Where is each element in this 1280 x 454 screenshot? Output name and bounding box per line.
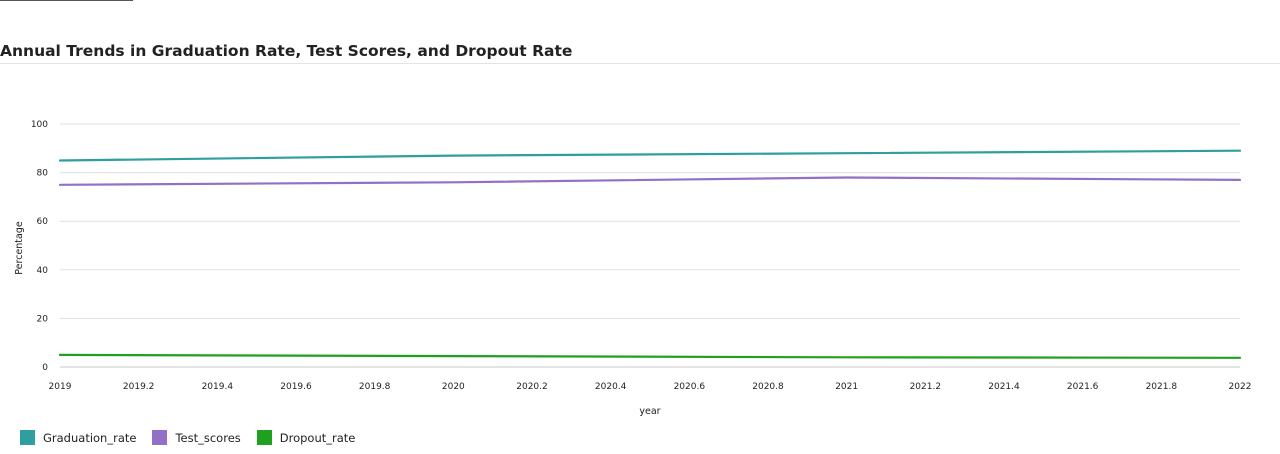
series-line-graduation-rate — [58, 149, 1242, 162]
x-axis-title: year — [639, 406, 660, 417]
series-line-dropout-rate — [58, 353, 1242, 359]
x-axis-ticks: 2019 2019.2 2019.4 2019.6 2019.8 2020 2020.2 20… — [49, 382, 1252, 392]
legend-swatch — [20, 430, 35, 445]
y-axis-title: Percentage — [14, 221, 25, 275]
x-tick-label: 2020.8 — [752, 382, 784, 392]
y-tick-label: 0 — [42, 363, 48, 373]
x-tick-label: 2019.6 — [280, 382, 312, 392]
legend-item-graduation-rate[interactable]: Graduation_rate — [20, 430, 136, 445]
chart-legend: Graduation_rate Test_scores Dropout_rate — [20, 430, 355, 445]
chart-title: Annual Trends in Graduation Rate, Test S… — [0, 42, 573, 60]
y-tick-label: 20 — [37, 314, 49, 324]
series-line-test-scores — [58, 176, 1242, 186]
legend-swatch — [152, 430, 168, 445]
legend-label: Graduation_rate — [43, 430, 137, 445]
x-tick-label: 2021 — [835, 382, 858, 392]
x-tick-label: 2020.2 — [516, 382, 548, 392]
x-tick-label: 2019.2 — [123, 382, 155, 392]
x-tick-label: 2020 — [442, 382, 465, 392]
x-tick-label: 2021.4 — [988, 382, 1020, 392]
x-tick-label: 2021.2 — [910, 382, 942, 392]
y-tick-label: 80 — [37, 169, 49, 179]
title-divider — [0, 63, 1280, 64]
legend-item-test-scores[interactable]: Test_scores — [152, 430, 241, 445]
legend-swatch — [256, 430, 272, 445]
x-tick-label: 2021.6 — [1067, 382, 1099, 392]
legend-label: Test_scores — [175, 430, 241, 445]
top-divider — [0, 0, 133, 1]
y-tick-label: 40 — [37, 266, 49, 276]
x-tick-label: 2020.6 — [674, 382, 706, 392]
x-tick-label: 2020.4 — [595, 382, 627, 392]
x-tick-label: 2019 — [49, 382, 72, 392]
x-tick-label: 2019.8 — [359, 382, 391, 392]
series-lines — [58, 149, 1242, 359]
y-axis-ticks: 0 20 40 60 80 100 — [31, 120, 48, 373]
x-tick-label: 2019.4 — [202, 382, 234, 392]
gridlines — [60, 123, 1240, 368]
x-tick-label: 2022 — [1229, 382, 1252, 392]
legend-item-dropout-rate[interactable]: Dropout_rate — [256, 430, 356, 445]
legend-label: Dropout_rate — [279, 430, 356, 445]
y-tick-label: 100 — [31, 120, 48, 130]
x-tick-label: 2021.8 — [1146, 382, 1178, 392]
y-tick-label: 60 — [37, 217, 49, 227]
